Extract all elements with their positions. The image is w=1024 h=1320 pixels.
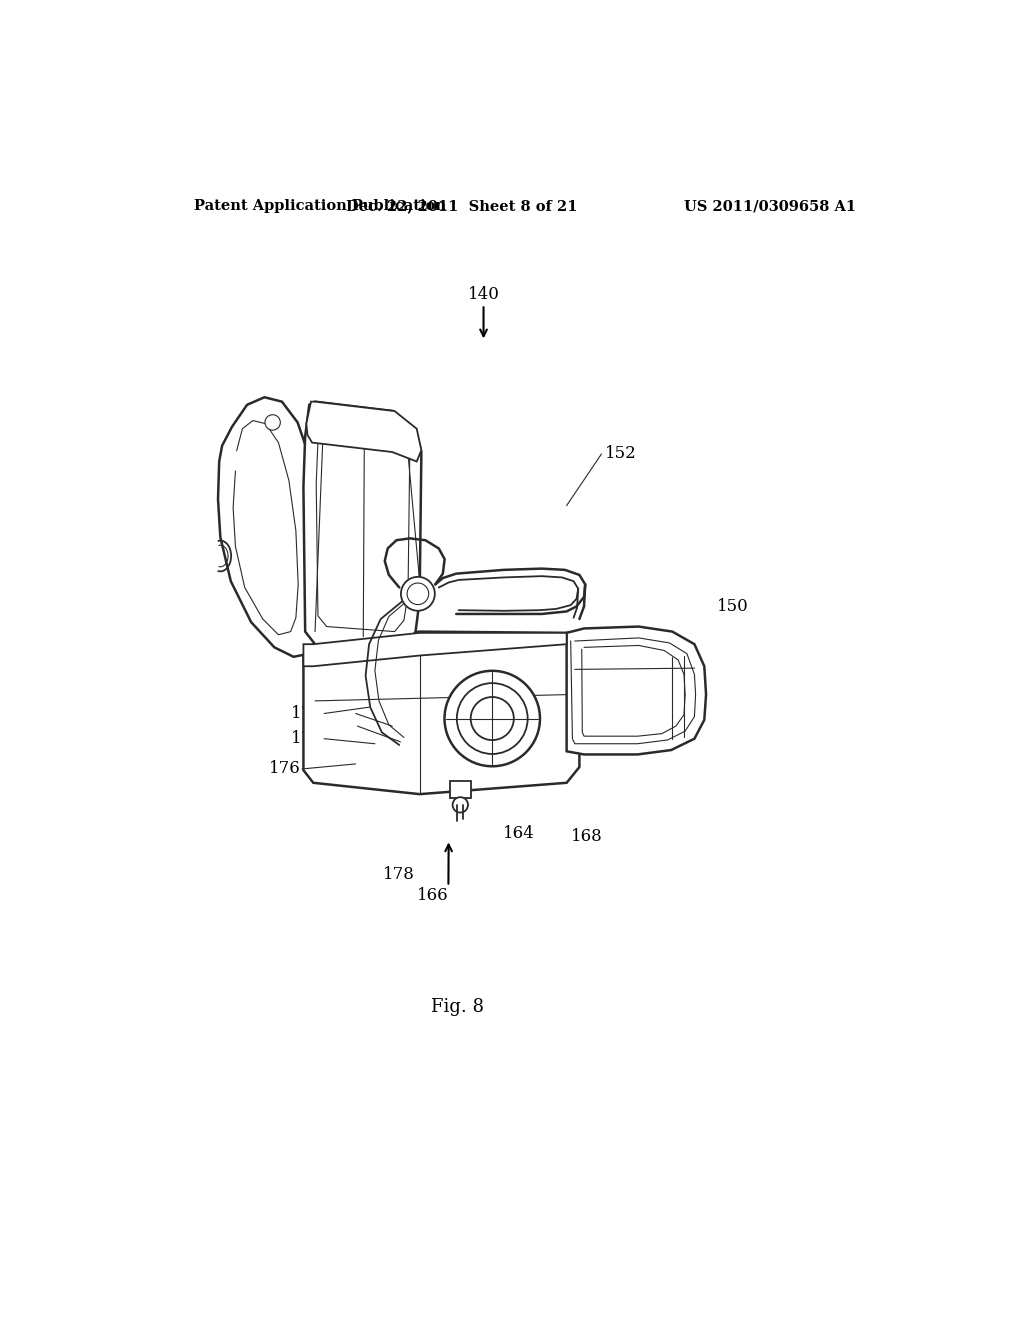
Text: 178: 178 [291,705,323,722]
Polygon shape [450,780,471,797]
Circle shape [453,797,468,813]
Circle shape [265,414,281,430]
Text: Fig. 8: Fig. 8 [431,998,484,1016]
Text: 166: 166 [417,887,449,904]
Circle shape [401,577,435,611]
Circle shape [457,684,527,754]
Text: US 2011/0309658 A1: US 2011/0309658 A1 [684,199,856,213]
Polygon shape [303,401,421,653]
Text: 174: 174 [291,730,323,747]
Text: 176: 176 [268,760,300,777]
Polygon shape [566,627,707,755]
Text: 164: 164 [503,825,535,842]
Circle shape [408,583,429,605]
Circle shape [444,671,540,767]
Polygon shape [306,401,421,462]
Circle shape [471,697,514,741]
Polygon shape [303,631,580,795]
Text: 168: 168 [570,829,602,845]
Text: Patent Application Publication: Patent Application Publication [194,199,445,213]
Text: 178: 178 [383,866,415,883]
Text: 152: 152 [605,445,637,462]
Polygon shape [218,397,323,657]
Text: Dec. 22, 2011  Sheet 8 of 21: Dec. 22, 2011 Sheet 8 of 21 [346,199,578,213]
Text: 140: 140 [468,286,500,302]
Text: 150: 150 [717,598,749,615]
Polygon shape [303,632,566,667]
